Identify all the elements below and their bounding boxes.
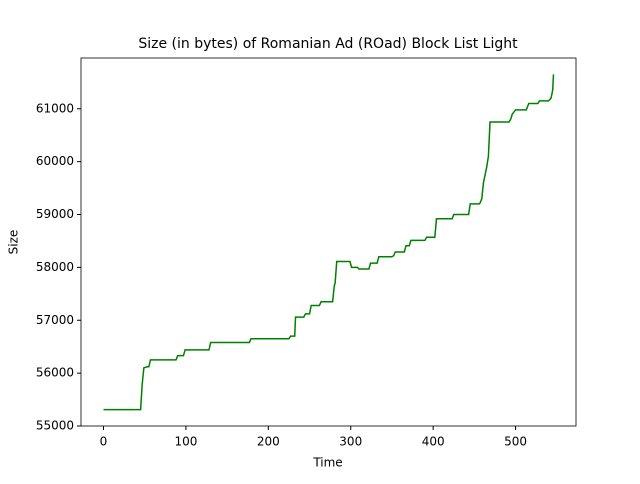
y-tick-label: 56000 xyxy=(36,366,74,380)
x-tick-label: 100 xyxy=(174,435,197,449)
y-tick-label: 55000 xyxy=(36,419,74,433)
x-tick-label: 500 xyxy=(504,435,527,449)
y-tick-label: 59000 xyxy=(36,207,74,221)
y-tick-label: 61000 xyxy=(36,101,74,115)
x-tick-label: 200 xyxy=(257,435,280,449)
x-axis-label: Time xyxy=(312,456,342,470)
plot-frame xyxy=(80,57,577,427)
x-tick-label: 300 xyxy=(339,435,362,449)
y-axis-label: Size xyxy=(7,230,21,255)
line-series xyxy=(103,74,555,411)
x-tick-label: 0 xyxy=(100,435,108,449)
y-tick-label: 57000 xyxy=(36,313,74,327)
chart-title: Size (in bytes) of Romanian Ad (ROad) Bl… xyxy=(138,36,518,52)
x-tick-label: 400 xyxy=(422,435,445,449)
y-tick-label: 60000 xyxy=(36,154,74,168)
y-tick-label: 58000 xyxy=(36,260,74,274)
